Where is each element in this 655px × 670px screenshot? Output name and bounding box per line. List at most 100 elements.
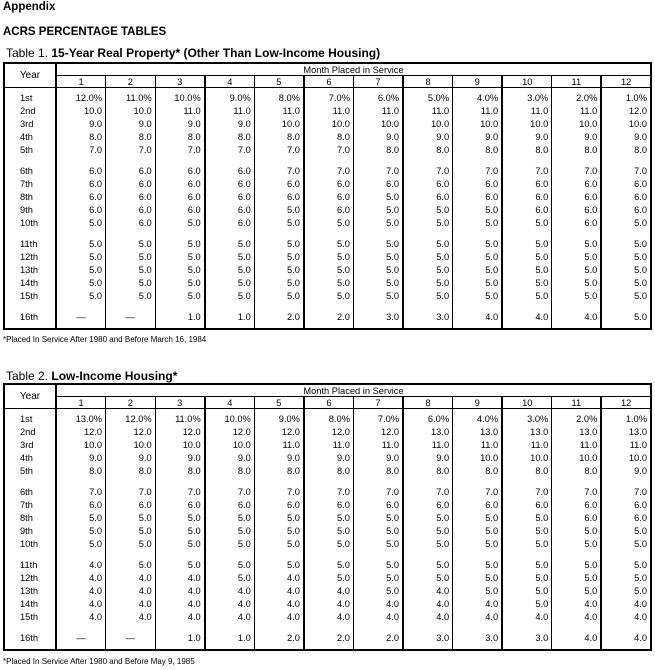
percentage-cell: 5.0	[402, 559, 453, 572]
percentage-cell: 9.0	[253, 452, 304, 465]
percentage-cell: 5.0	[402, 525, 453, 538]
percentage-cell: 11.0	[302, 439, 354, 452]
month-header: 6	[302, 75, 354, 88]
percentage-cell: 5.0	[452, 525, 503, 538]
percentage-cell: 8.0	[203, 131, 255, 144]
percentage-cell: 5.0	[302, 538, 354, 551]
percentage-cell: 8.0	[154, 131, 205, 144]
percentage-cell: 6.0	[203, 499, 255, 512]
percentage-cell: 10.0	[352, 118, 404, 131]
percentage-cell: 5.0	[105, 538, 156, 551]
percentage-cell: 4.0	[154, 585, 205, 598]
year-cell: 8th	[4, 191, 57, 204]
table-row: 1st 13.0% 12.0% 11.0% 10.0% 9.0% 8.0% 7.0% 6.0% 4…	[4, 413, 651, 426]
percentage-cell: 10.0	[452, 452, 503, 465]
month-header: 7	[352, 396, 404, 409]
table-1-caption: Table 1. 15-Year Real Property* (Other T…	[6, 46, 380, 60]
table-row: 6th 7.0 7.0 7.0 7.0 7.0 7.0 7.0 7.0 7.0 7.0 7.0 7.0	[4, 486, 651, 499]
percentage-cell: 9.0	[352, 452, 404, 465]
table-row: 15th 4.0 4.0 4.0 4.0 4.0 4.0 4.0 4.0 4.0 4.0 4.0 4.0	[4, 611, 651, 624]
percentage-cell: 5.0	[352, 277, 404, 290]
percentage-cell: 6.0	[154, 499, 205, 512]
percentage-cell: 12.0	[105, 426, 156, 439]
percentage-cell: —	[105, 632, 156, 645]
month-header: 11	[551, 396, 602, 409]
percentage-cell: 6.0	[501, 178, 552, 191]
month-header-row: 1 2 3 4 5 6 7 8 9 10 11 12	[4, 396, 652, 409]
acrs-table-1: Year Month Placed in Service 1 2 3 4 5 6 7 8 9 10 11…	[3, 62, 652, 330]
percentage-cell: 5.0	[551, 538, 602, 551]
percentage-cell: 8.0	[600, 144, 651, 157]
percentage-cell: 5.0	[402, 290, 453, 303]
percentage-cell: 6.0	[302, 191, 354, 204]
percentage-cell: 6.0	[55, 191, 106, 204]
percentage-cell: 5.0	[203, 512, 255, 525]
percentage-cell: 5.0	[600, 290, 651, 303]
month-header: 4	[203, 396, 255, 409]
percentage-cell: 5.0	[253, 538, 304, 551]
percentage-cell: 9.0	[105, 118, 156, 131]
percentage-cell: 5.0	[600, 264, 651, 277]
percentage-cell: 5.0	[551, 277, 602, 290]
percentage-cell: 5.0	[452, 217, 503, 230]
year-cell: 13th	[4, 585, 57, 598]
percentage-cell: 6.0	[352, 499, 404, 512]
percentage-cell: 4.0%	[452, 92, 503, 105]
year-cell: 8th	[4, 512, 57, 525]
percentage-cell: 6.0	[154, 191, 205, 204]
percentage-cell: 7.0	[600, 165, 651, 178]
percentage-cell: 7.0	[402, 165, 453, 178]
percentage-cell: 10.0	[105, 439, 156, 452]
percentage-cell: 8.0	[154, 465, 205, 478]
percentage-cell: 8.0	[352, 144, 404, 157]
percentage-cell: 5.0	[452, 251, 503, 264]
table-row: 16th — —1.0 1.0 2.0 2.0 3.0 3.0 4.0 4.0 4.0 5.0	[4, 311, 651, 324]
percentage-cell: 6.0	[105, 178, 156, 191]
percentage-cell: 5.0	[352, 290, 404, 303]
percentage-cell: 6.0%	[402, 413, 453, 426]
percentage-cell: 9.0%	[203, 92, 255, 105]
percentage-cell: 5.0	[203, 559, 255, 572]
percentage-cell: 5.0	[402, 238, 453, 251]
percentage-cell: 5.0	[452, 559, 503, 572]
percentage-cell: 1.0	[154, 632, 205, 645]
percentage-cell: 6.0	[600, 178, 651, 191]
percentage-cell: 9.0	[302, 452, 354, 465]
percentage-cell: 6.0	[600, 512, 651, 525]
percentage-cell: 8.0	[302, 131, 354, 144]
percentage-cell: 4.0	[203, 585, 255, 598]
percentage-cell: 4.0	[253, 598, 304, 611]
percentage-cell: 11.0	[501, 105, 552, 118]
percentage-cell: 5.0	[253, 290, 304, 303]
percentage-cell: 7.0	[600, 486, 651, 499]
percentage-cell: 5.0	[452, 277, 503, 290]
year-cell: 7th	[4, 499, 57, 512]
percentage-cell: 5.0	[253, 204, 304, 217]
percentage-cell: 11.0%	[105, 92, 156, 105]
table-row: 5th 8.0 8.0 8.0 8.0 8.0 8.0 8.0 8.0 8.0 8.0 8.0 9.0	[4, 465, 651, 478]
percentage-cell: 4.0	[55, 559, 106, 572]
percentage-cell: 8.0	[551, 465, 602, 478]
percentage-cell: 6.0	[55, 165, 106, 178]
percentage-cell: 7.0	[55, 486, 106, 499]
percentage-cell: 1.0	[203, 632, 255, 645]
year-cell: 14th	[4, 598, 57, 611]
year-header: Year	[3, 62, 57, 88]
percentage-cell: 6.0	[105, 165, 156, 178]
percentage-cell: 1.0	[154, 311, 205, 324]
percentage-cell: 5.0	[352, 238, 404, 251]
percentage-cell: 2.0	[352, 632, 404, 645]
percentage-cell: 5.0	[302, 238, 354, 251]
year-cell: 3rd	[4, 439, 57, 452]
month-header: 5	[253, 396, 305, 409]
percentage-cell: 8.0	[501, 465, 552, 478]
percentage-cell: 5.0	[55, 538, 106, 551]
percentage-cell: 5.0	[302, 264, 354, 277]
table-row: 7th 6.0 6.0 6.0 6.0 6.0 6.0 6.0 6.0 6.0 6.0 6.0 6.0	[4, 499, 651, 512]
percentage-cell: 2.0	[253, 311, 304, 324]
percentage-cell: 5.0	[154, 525, 205, 538]
percentage-cell: 5.0	[154, 264, 205, 277]
percentage-cell: 5.0	[402, 572, 453, 585]
year-cell: 9th	[4, 204, 57, 217]
percentage-cell: 11.0	[253, 105, 304, 118]
